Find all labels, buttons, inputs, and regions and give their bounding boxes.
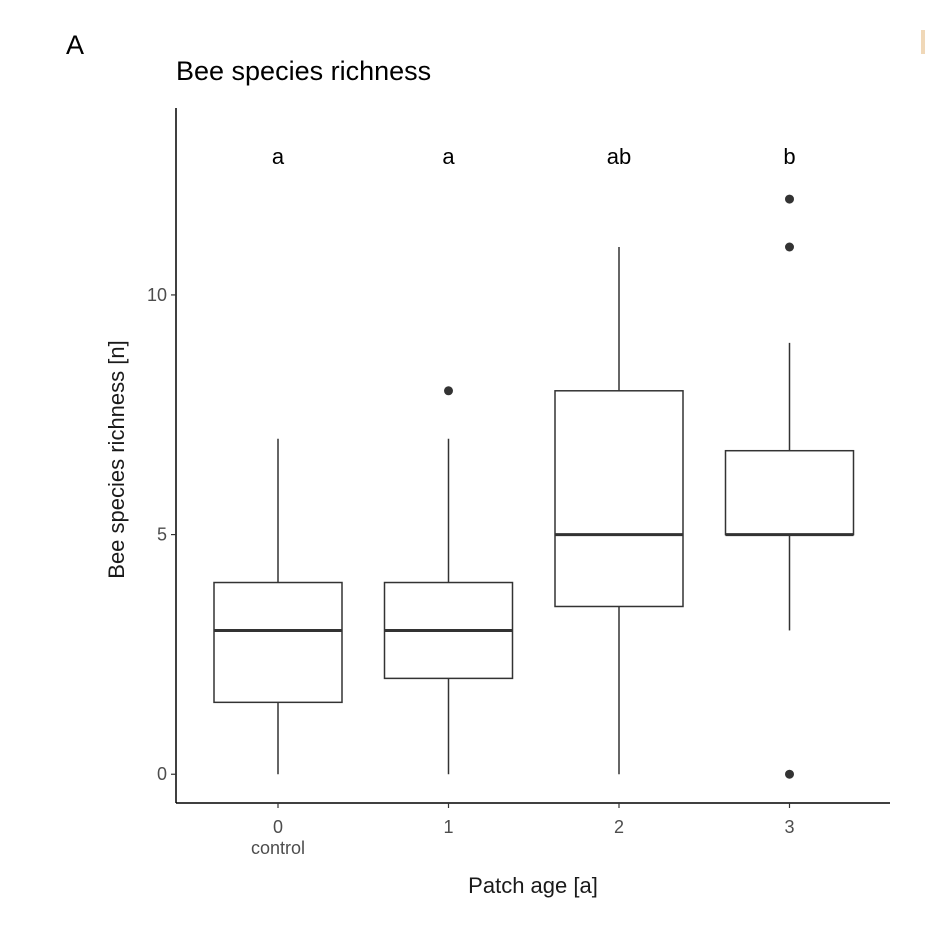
y-ticks-layer: 0 5 10 (147, 285, 176, 784)
iqr-box (554, 390, 684, 608)
box-group-1 (383, 386, 514, 775)
significance-letter: ab (607, 144, 631, 169)
x-tick-label: 0 (273, 817, 283, 837)
outlier-point (785, 242, 794, 252)
iqr-box (724, 449, 855, 536)
panel-label: A (66, 30, 85, 60)
x-axis-title: Patch age [a] (468, 873, 598, 898)
x-tick-label: 1 (443, 817, 453, 837)
significance-letter: a (442, 144, 455, 169)
iqr-box (213, 581, 343, 704)
x-tick-sublabel: control (251, 838, 305, 858)
y-axis-title: Bee species richness [n] (104, 340, 129, 578)
outlier-point (785, 769, 794, 779)
x-tick-label: 3 (784, 817, 794, 837)
y-tick-label: 0 (157, 764, 167, 784)
y-tick-label: 5 (157, 525, 167, 545)
y-tick-label: 10 (147, 285, 167, 305)
chart-title: Bee species richness (176, 56, 432, 86)
box-group-2 (554, 247, 684, 775)
boxes-layer (213, 194, 855, 779)
cropped-adjacent-panel-label (921, 30, 925, 54)
outlier-point (785, 194, 794, 204)
significance-letters-layer: a a ab b (272, 144, 796, 169)
outlier-point (444, 386, 453, 396)
significance-letter: a (272, 144, 285, 169)
box-group-3 (724, 194, 855, 779)
significance-letter: b (783, 144, 795, 169)
box-group-0 (213, 438, 343, 775)
x-tick-label: 2 (614, 817, 624, 837)
